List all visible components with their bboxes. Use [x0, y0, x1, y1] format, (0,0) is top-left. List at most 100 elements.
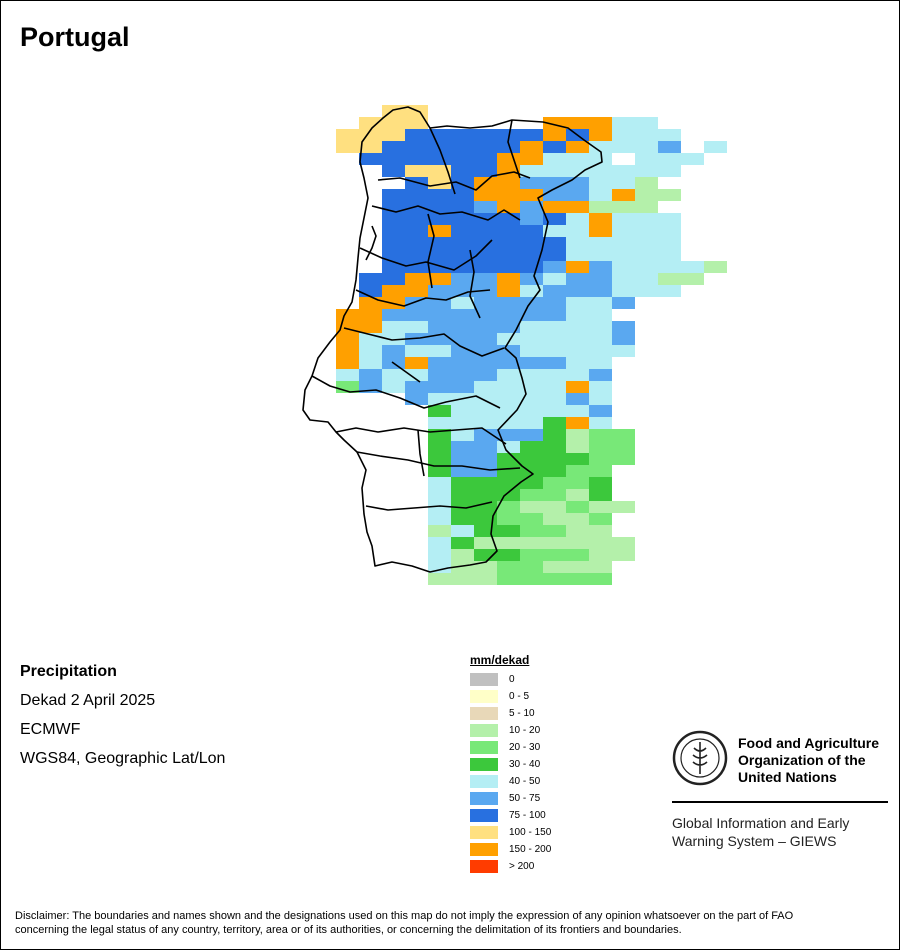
precip-cell	[497, 273, 520, 285]
precip-cell	[520, 189, 543, 201]
precip-cell	[658, 165, 681, 177]
precip-cell	[382, 285, 405, 297]
precip-cell	[612, 297, 635, 309]
precip-cell	[520, 537, 543, 549]
precip-cell	[566, 141, 589, 153]
precip-cell	[382, 141, 405, 153]
precip-cell	[359, 297, 382, 309]
precip-cell	[520, 453, 543, 465]
precip-cell	[635, 141, 658, 153]
precip-cell	[405, 309, 428, 321]
precip-cell	[566, 465, 589, 477]
precip-cell	[520, 573, 543, 585]
precip-cell	[359, 345, 382, 357]
precip-cell	[382, 249, 405, 261]
precip-cell	[543, 129, 566, 141]
precip-cell	[451, 141, 474, 153]
legend-item: 30 - 40	[470, 756, 551, 773]
legend-title: mm/dekad	[470, 653, 530, 667]
precip-cell	[612, 549, 635, 561]
precip-cell	[451, 357, 474, 369]
legend-swatch	[470, 707, 498, 720]
precip-cell	[566, 549, 589, 561]
precip-cell	[589, 489, 612, 501]
precip-cell	[681, 273, 704, 285]
precip-cell	[474, 369, 497, 381]
precip-cell	[543, 237, 566, 249]
precip-cell	[405, 129, 428, 141]
precip-cell	[543, 429, 566, 441]
legend-swatch	[470, 809, 498, 822]
precip-cell	[566, 381, 589, 393]
precip-cell	[589, 513, 612, 525]
precip-cell	[589, 297, 612, 309]
precip-cell	[566, 369, 589, 381]
precip-cell	[382, 237, 405, 249]
precip-cell	[497, 225, 520, 237]
precip-cell	[589, 273, 612, 285]
precip-cell	[589, 357, 612, 369]
district-line	[343, 327, 505, 357]
district-line	[335, 427, 507, 445]
precip-cell	[566, 345, 589, 357]
legend-swatch	[470, 690, 498, 703]
legend-item: 20 - 30	[470, 739, 551, 756]
precip-cell	[428, 441, 451, 453]
precip-cell	[451, 237, 474, 249]
precip-cell	[589, 561, 612, 573]
precip-cell	[497, 285, 520, 297]
precip-cell	[497, 261, 520, 273]
precip-cell	[497, 189, 520, 201]
precip-cell	[382, 153, 405, 165]
precip-cell	[497, 513, 520, 525]
precip-cell	[635, 177, 658, 189]
precip-cell	[543, 141, 566, 153]
precip-cell	[474, 321, 497, 333]
precip-cell	[543, 549, 566, 561]
precip-cell	[428, 345, 451, 357]
precip-cell	[566, 177, 589, 189]
precip-cell	[589, 549, 612, 561]
precip-cell	[612, 165, 635, 177]
legend-label: > 200	[509, 861, 535, 872]
precip-cell	[428, 477, 451, 489]
precip-cell	[474, 513, 497, 525]
legend-item: 100 - 150	[470, 824, 551, 841]
precip-cell	[566, 309, 589, 321]
precip-cell	[589, 369, 612, 381]
precip-cell	[566, 357, 589, 369]
precip-cell	[566, 405, 589, 417]
precip-cell	[382, 309, 405, 321]
precip-cell	[589, 453, 612, 465]
precip-cell	[497, 441, 520, 453]
precip-cell	[589, 417, 612, 429]
precip-cell	[497, 573, 520, 585]
precip-cell	[589, 153, 612, 165]
precip-cell	[359, 285, 382, 297]
precip-cell	[658, 129, 681, 141]
precip-cell	[658, 285, 681, 297]
legend-swatch	[470, 758, 498, 771]
precip-cell	[543, 333, 566, 345]
precip-cell	[428, 513, 451, 525]
precip-cell	[589, 573, 612, 585]
precip-cell	[451, 477, 474, 489]
precip-cell	[520, 213, 543, 225]
precip-cell	[474, 465, 497, 477]
precip-cell	[497, 549, 520, 561]
precip-cell	[612, 333, 635, 345]
precip-cell	[635, 153, 658, 165]
precip-cell	[405, 357, 428, 369]
precip-cell	[336, 129, 359, 141]
precip-cell	[566, 537, 589, 549]
precip-cell	[520, 501, 543, 513]
precip-cell	[474, 273, 497, 285]
precip-cell	[474, 537, 497, 549]
precip-cell	[359, 369, 382, 381]
precip-cell	[428, 453, 451, 465]
precip-cell	[520, 333, 543, 345]
precip-cell	[612, 237, 635, 249]
precip-cell	[382, 189, 405, 201]
precip-cell	[451, 213, 474, 225]
precip-cell	[451, 513, 474, 525]
